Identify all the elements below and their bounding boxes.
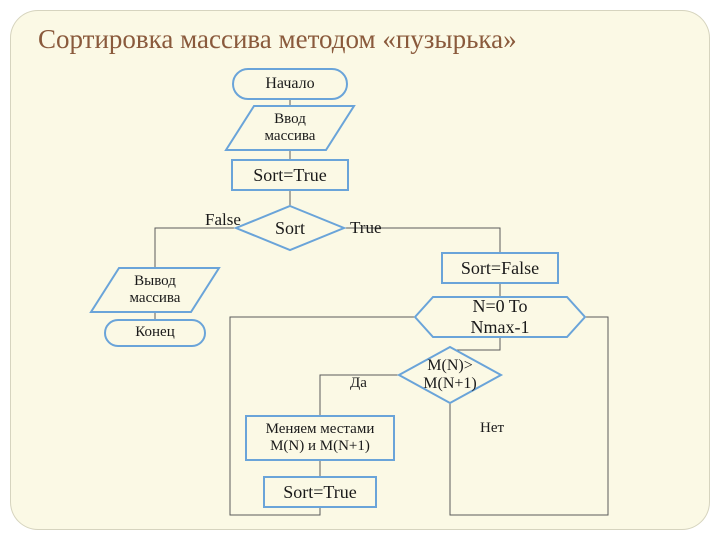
node-label-sortTrue1: Sort=True	[232, 160, 348, 190]
edge-label-true: True	[350, 218, 382, 238]
node-label-sortFalse: Sort=False	[442, 253, 558, 283]
node-label-sortDec: Sort	[236, 206, 344, 250]
node-label-output: Вывод массива	[105, 268, 205, 312]
node-label-start: Начало	[233, 69, 347, 99]
node-label-swap: Меняем местами M(N) и M(N+1)	[246, 416, 394, 460]
edge-label-no: Нет	[480, 420, 504, 437]
node-label-input: Ввод массива	[240, 106, 340, 150]
edge-label-false: False	[205, 210, 241, 230]
node-label-cond: M(N)> M(N+1)	[399, 347, 501, 403]
node-label-end: Конец	[105, 320, 205, 346]
node-label-loop: N=0 To Nmax-1	[415, 297, 585, 337]
slide-frame: Сортировка массива методом «пузырька»	[10, 10, 710, 530]
node-label-sortTrue2: Sort=True	[264, 477, 376, 507]
edge-label-yes: Да	[350, 375, 367, 392]
